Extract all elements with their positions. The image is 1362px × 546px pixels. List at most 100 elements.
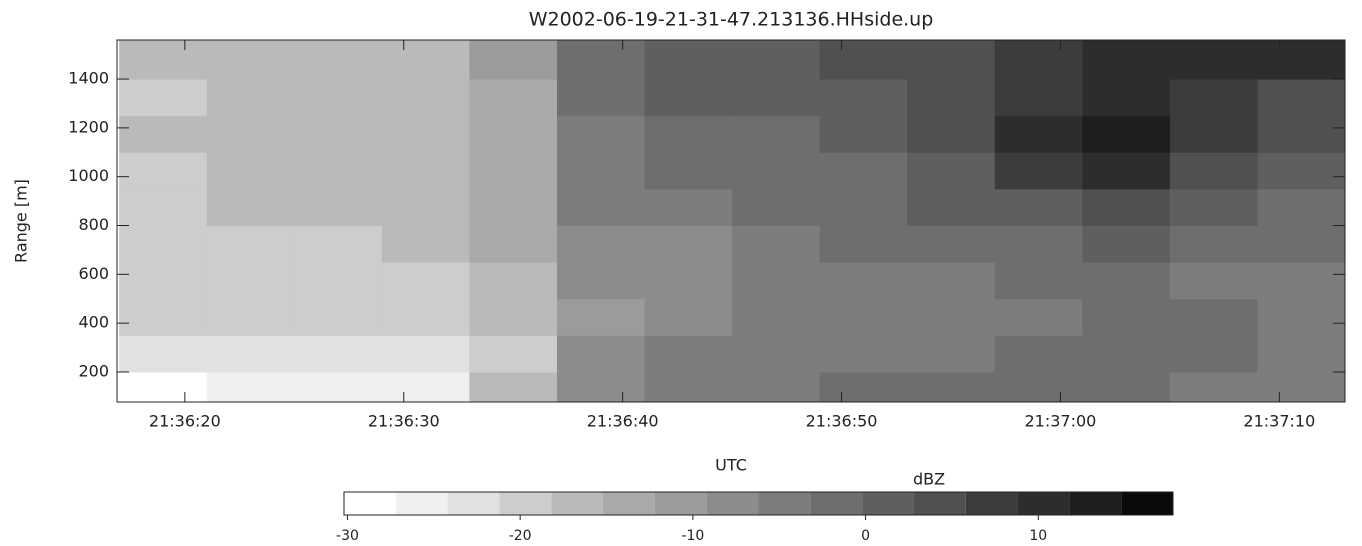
heatmap-cell (119, 115, 208, 153)
heatmap-cell (1169, 79, 1258, 117)
y-tick-label: 200 (78, 361, 109, 380)
x-tick-label: 21:36:40 (587, 412, 659, 431)
heatmap-cell (381, 371, 470, 403)
heatmap-cell (119, 40, 208, 80)
heatmap-cell (556, 335, 646, 373)
heatmap-cell (907, 115, 996, 153)
heatmap-cell (294, 298, 383, 336)
heatmap-cell (732, 335, 821, 373)
heatmap-cell (644, 371, 733, 403)
heatmap-cell (1082, 298, 1171, 336)
heatmap-cell (206, 225, 295, 263)
heatmap-cell (469, 371, 558, 403)
heatmap-cell (119, 335, 208, 373)
heatmap-cell (294, 152, 383, 190)
heatmap-cell (206, 79, 295, 117)
heatmap-cell (119, 371, 208, 403)
heatmap-cell (1257, 79, 1346, 117)
heatmap-cell (644, 40, 733, 80)
heatmap-cell (1082, 225, 1171, 263)
heatmap (119, 40, 1346, 403)
x-tick-label: 21:37:10 (1243, 412, 1315, 431)
heatmap-cell (732, 115, 821, 153)
heatmap-cell (1169, 152, 1258, 190)
heatmap-cell (206, 335, 295, 373)
colorbar-frame (343, 491, 1174, 516)
heatmap-cell (994, 335, 1083, 373)
heatmap-cell (819, 225, 908, 263)
heatmap-cell (907, 152, 996, 190)
heatmap-cell (994, 188, 1083, 227)
heatmap-cell (819, 298, 908, 336)
heatmap-cell (294, 79, 383, 117)
heatmap-cell (556, 371, 646, 403)
heatmap-cell (907, 371, 996, 403)
heatmap-cell (907, 225, 996, 263)
heatmap-cell (994, 298, 1083, 336)
heatmap-cell (119, 298, 208, 336)
heatmap-cell (907, 298, 996, 336)
heatmap-cell (119, 225, 208, 263)
heatmap-cell (732, 40, 821, 80)
heatmap-cell (294, 115, 383, 153)
heatmap-cell (469, 79, 558, 117)
colorbar-swatch (862, 492, 914, 515)
heatmap-cell (644, 188, 733, 227)
heatmap-cell (206, 152, 295, 190)
heatmap-cell (469, 40, 558, 80)
chart-title: W2002-06-19-21-31-47.213136.HHside.up (529, 9, 934, 31)
y-axis-label: Range [m] (12, 179, 31, 263)
heatmap-cell (1169, 371, 1258, 403)
heatmap-cell (556, 262, 646, 300)
heatmap-cell (644, 152, 733, 190)
y-tick-label: 600 (78, 264, 109, 283)
heatmap-cell (381, 262, 470, 300)
colorbar-tick-label: 10 (1029, 528, 1047, 544)
heatmap-cell (469, 262, 558, 300)
heatmap-cell (1257, 298, 1346, 336)
colorbar-swatch (965, 492, 1018, 515)
colorbar-tick-label: -20 (509, 528, 532, 544)
heatmap-cell (556, 188, 646, 227)
heatmap-cell (907, 79, 996, 117)
heatmap-cell (994, 79, 1083, 117)
colorbar-swatch (810, 492, 863, 515)
heatmap-cell (1082, 152, 1171, 190)
heatmap-cell (644, 225, 733, 263)
heatmap-cell (907, 262, 996, 300)
heatmap-cell (381, 115, 470, 153)
x-tick-label: 21:36:30 (368, 412, 440, 431)
heatmap-cell (556, 298, 646, 336)
heatmap-cell (294, 40, 383, 80)
heatmap-cell (732, 262, 821, 300)
heatmap-cell (907, 335, 996, 373)
heatmap-cell (994, 115, 1083, 153)
heatmap-cell (556, 115, 646, 153)
heatmap-cell (732, 298, 821, 336)
heatmap-cell (644, 262, 733, 300)
heatmap-cell (644, 335, 733, 373)
heatmap-cell (819, 262, 908, 300)
heatmap-cell (994, 152, 1083, 190)
heatmap-cell (381, 298, 470, 336)
colorbar-swatch (1069, 492, 1122, 515)
colorbar-swatch (1121, 492, 1173, 515)
heatmap-cell (119, 79, 208, 117)
heatmap-cell (206, 188, 295, 227)
colorbar-swatch (913, 492, 966, 515)
heatmap-cell (556, 40, 646, 80)
heatmap-cell (119, 152, 208, 190)
colorbar-swatch (499, 492, 552, 515)
heatmap-cell (294, 262, 383, 300)
heatmap-cell (381, 79, 470, 117)
heatmap-cell (1082, 115, 1171, 153)
heatmap-cell (819, 115, 908, 153)
heatmap-cell (732, 152, 821, 190)
heatmap-cell (381, 152, 470, 190)
heatmap-cell (732, 79, 821, 117)
heatmap-cell (1257, 225, 1346, 263)
heatmap-cell (819, 40, 908, 80)
heatmap-cell (732, 225, 821, 263)
heatmap-cell (994, 371, 1083, 403)
